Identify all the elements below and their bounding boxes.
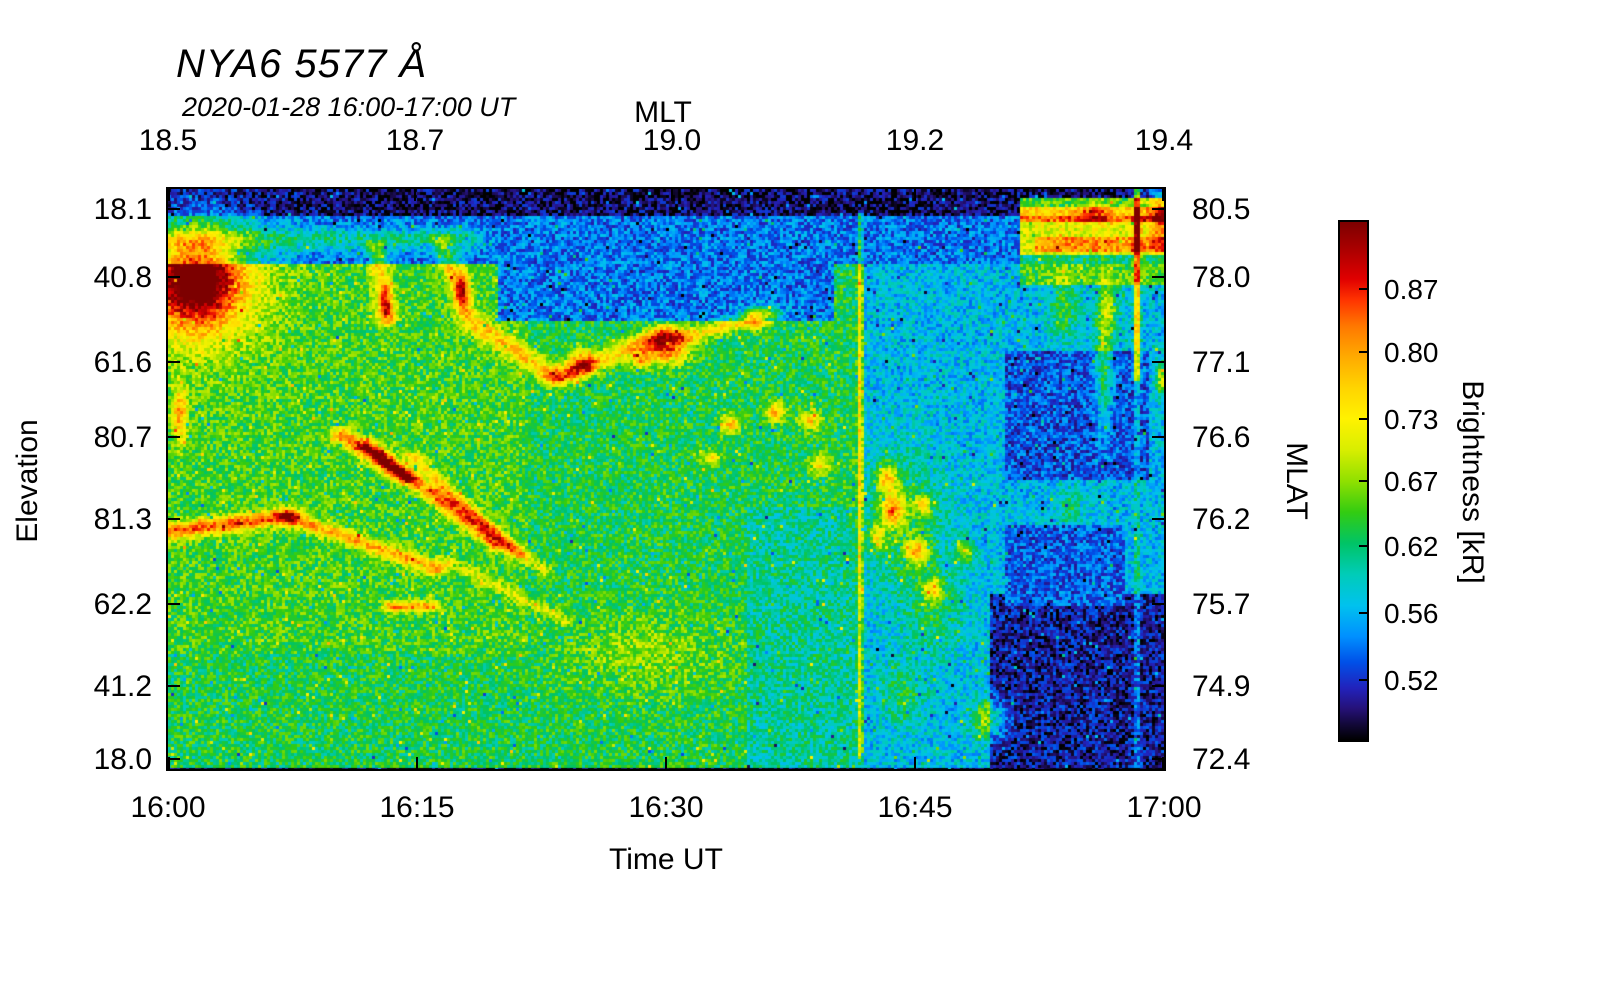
tick-mark [1152,207,1164,210]
tick-mark [1152,436,1164,439]
tick-mark [1359,480,1367,482]
tick-mark [168,685,180,688]
y-axis-left-label: Elevation [11,419,44,543]
tick-mark [665,757,667,769]
tick-mark [168,436,180,439]
mlat-tick-label: 76.2 [1192,503,1251,537]
top-axis-label: MLT [634,96,692,129]
mlt-tick-label: 19.0 [642,124,702,157]
mlat-tick-label: 76.6 [1192,421,1251,455]
tick-mark [168,189,170,201]
mlat-tick-label: 78.0 [1192,261,1251,295]
tick-mark [168,207,180,210]
elevation-tick-label: 61.6 [93,345,152,379]
tick-mark [1359,612,1367,615]
chart-title: NYA6 5577 Å [176,42,428,86]
colorbar-tick-label: 0.73 [1384,403,1439,435]
mlt-tick-label: 19.2 [885,124,945,157]
tick-mark [914,189,916,201]
tick-mark [1359,350,1367,353]
mlat-tick-label: 80.5 [1192,192,1251,226]
mlat-tick-label: 72.4 [1192,743,1251,777]
tick-mark [1162,189,1164,201]
time-tick-label: 16:30 [628,791,704,824]
elevation-tick-label: 41.2 [93,670,152,704]
tick-mark [914,757,916,769]
tick-mark [168,758,180,761]
tick-mark [1359,544,1367,547]
colorbar-tick-label: 0.87 [1384,274,1439,306]
x-axis-label: Time UT [609,843,723,876]
tick-mark [1152,360,1164,363]
elevation-tick-label: 18.0 [93,743,152,777]
colorbar-tick-label: 0.56 [1384,598,1439,630]
mlt-tick-label: 19.4 [1134,124,1194,157]
colorbar-tick-label: 0.80 [1384,336,1439,368]
elevation-tick-label: 81.3 [93,503,152,537]
mlat-tick-label: 74.9 [1192,670,1251,704]
tick-mark [168,360,180,363]
y-axis-right-label: MLAT [1280,442,1313,520]
tick-mark [414,189,416,201]
time-tick-label: 16:00 [130,791,206,824]
tick-mark [1162,757,1164,769]
colorbar-tick-label: 0.67 [1384,466,1439,497]
colorbar-tick-label: 0.62 [1384,530,1439,562]
tick-mark [1152,603,1164,606]
chart-subtitle: 2020-01-28 16:00-17:00 UT [182,92,516,122]
plot-area [166,187,1166,771]
tick-mark [1152,518,1164,521]
tick-mark [168,757,170,769]
time-tick-label: 16:15 [379,791,455,824]
tick-mark [1359,288,1367,291]
colorbar-label: Brightness [kR] [1456,380,1489,584]
elevation-tick-label: 40.8 [93,261,152,295]
tick-mark [1152,685,1164,688]
tick-mark [416,757,418,769]
tick-mark [168,518,180,521]
tick-mark [670,189,673,201]
tick-mark [168,603,180,606]
elevation-tick-label: 62.2 [93,588,152,622]
heatmap-canvas [168,189,1164,769]
colorbar [1338,220,1369,742]
mlat-tick-label: 75.7 [1192,588,1251,622]
tick-mark [1359,417,1367,420]
time-tick-label: 17:00 [1126,791,1202,824]
elevation-tick-label: 80.7 [93,421,152,455]
colorbar-tick-label: 0.52 [1384,665,1439,697]
time-tick-label: 16:45 [877,791,953,824]
tick-mark [1152,276,1164,279]
mlt-tick-label: 18.7 [385,124,445,157]
tick-mark [168,276,180,279]
tick-mark [1359,679,1367,682]
mlt-tick-label: 18.5 [138,124,198,157]
elevation-tick-label: 18.1 [93,192,152,226]
mlat-tick-label: 77.1 [1192,345,1251,379]
tick-mark [1152,758,1164,761]
